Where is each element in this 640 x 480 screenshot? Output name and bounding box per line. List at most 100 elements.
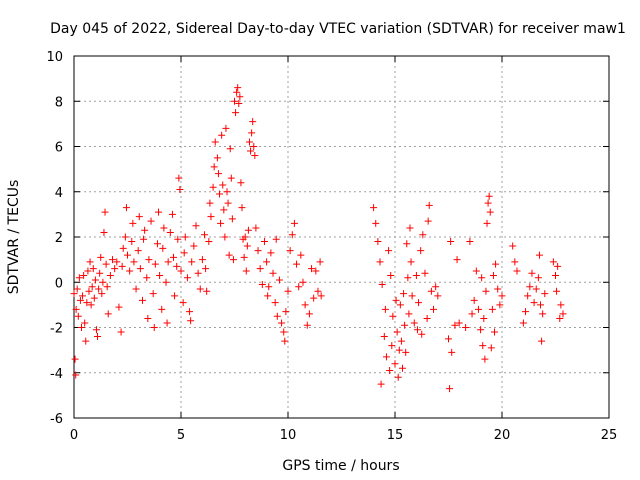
data-point — [237, 179, 245, 187]
data-point — [209, 183, 217, 191]
data-point — [132, 285, 140, 293]
data-point — [419, 231, 427, 239]
data-point — [513, 267, 521, 275]
data-point — [511, 258, 519, 266]
data-point — [392, 296, 400, 304]
data-point — [201, 231, 209, 239]
data-point — [122, 204, 130, 212]
data-point — [281, 337, 289, 345]
data-point — [252, 224, 260, 232]
data-point — [254, 247, 262, 255]
data-point — [166, 228, 174, 236]
data-point — [173, 262, 181, 270]
y-tick-label: -6 — [50, 412, 63, 427]
data-point — [88, 283, 96, 291]
data-point — [389, 312, 397, 320]
data-point — [147, 217, 155, 225]
data-point — [491, 328, 499, 336]
data-point — [483, 219, 491, 227]
data-point — [226, 145, 234, 153]
y-tick-label: 4 — [55, 186, 63, 201]
data-point — [210, 163, 218, 171]
data-point — [223, 188, 231, 196]
data-point — [138, 296, 146, 304]
data-point — [211, 138, 219, 146]
x-axis-title: GPS time / hours — [282, 458, 399, 474]
data-point — [394, 373, 402, 381]
data-point — [432, 283, 440, 291]
data-point — [216, 190, 224, 198]
data-point — [267, 249, 275, 257]
data-point — [472, 267, 480, 275]
data-point — [89, 265, 97, 273]
data-point — [381, 305, 389, 313]
data-point — [163, 319, 171, 327]
data-point — [85, 287, 93, 295]
data-point — [159, 244, 167, 252]
data-point — [118, 262, 126, 270]
data-point — [288, 231, 296, 239]
data-point — [176, 185, 184, 193]
data-point — [225, 251, 233, 259]
data-point — [445, 335, 452, 343]
data-point — [372, 219, 380, 227]
data-point — [424, 217, 432, 225]
tick-layer: 0 5 10 15 20 25 -6 -4 -2 0 2 4 6 8 10 — [46, 50, 617, 443]
data-point — [145, 256, 153, 264]
data-point — [524, 292, 532, 300]
data-point — [103, 283, 111, 291]
data-point — [181, 233, 189, 241]
data-point — [244, 226, 252, 234]
y-axis-title: SDTVAR / TECUs — [6, 180, 22, 295]
data-point — [278, 319, 286, 327]
data-point — [474, 305, 482, 313]
data-point — [466, 238, 474, 246]
data-point — [451, 321, 459, 329]
data-point — [482, 287, 490, 295]
data-point — [549, 258, 557, 266]
data-point — [84, 267, 92, 275]
data-point — [271, 299, 279, 307]
x-tick-label: 10 — [280, 428, 297, 443]
data-point — [203, 287, 211, 295]
data-point — [538, 337, 546, 345]
data-point — [206, 199, 214, 207]
data-point — [462, 324, 470, 331]
data-point — [111, 265, 119, 273]
data-point — [485, 192, 493, 200]
data-point — [396, 301, 404, 309]
data-point — [316, 258, 324, 266]
data-point — [229, 256, 237, 264]
data-point — [232, 109, 240, 117]
data-point — [86, 258, 94, 266]
data-point — [149, 290, 157, 298]
data-point — [532, 285, 540, 293]
data-point — [418, 330, 426, 338]
data-point — [71, 355, 79, 363]
data-point — [447, 238, 455, 246]
data-point — [263, 258, 271, 266]
data-point — [541, 290, 549, 298]
data-point — [509, 242, 517, 250]
data-point — [374, 238, 382, 246]
y-tick-label: 8 — [55, 95, 63, 110]
data-point — [87, 301, 95, 309]
data-point — [494, 285, 502, 293]
data-point — [425, 201, 433, 209]
data-point — [434, 292, 442, 300]
data-point — [135, 213, 143, 221]
y-tick-label: 0 — [55, 276, 63, 291]
data-point — [236, 93, 244, 101]
data-point — [102, 260, 110, 268]
data-point — [76, 296, 84, 304]
y-tick-label: 6 — [55, 141, 63, 156]
data-point — [385, 247, 393, 255]
grid-layer — [74, 56, 609, 418]
data-point — [233, 88, 241, 96]
data-point — [519, 319, 527, 327]
data-point — [222, 124, 230, 132]
data-point — [72, 371, 80, 379]
data-point — [488, 305, 496, 313]
data-point — [248, 129, 256, 137]
